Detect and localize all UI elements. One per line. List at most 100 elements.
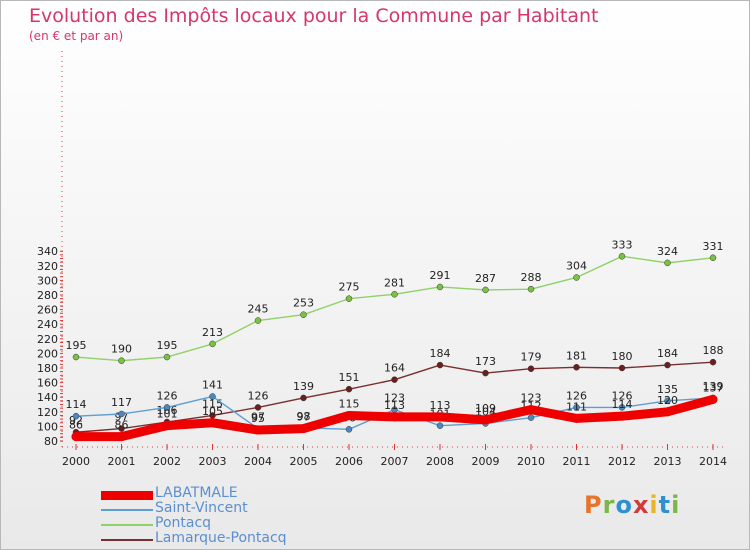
data-point-labatmale — [708, 394, 718, 404]
legend-item: Lamarque-Pontacq — [101, 530, 361, 547]
x-tick-label: 2014 — [699, 455, 727, 468]
data-label-pontacq: 190 — [111, 343, 132, 356]
data-label-saint-vincent: 98 — [297, 410, 311, 423]
data-label-lamarque-pontacq: 139 — [293, 380, 314, 393]
data-label-labatmale: 95 — [251, 412, 265, 425]
data-label-pontacq: 304 — [566, 259, 587, 272]
data-point-pontacq — [391, 291, 398, 298]
y-tick-label: 220 — [37, 333, 58, 346]
data-point-labatmale — [299, 424, 308, 434]
data-point-pontacq — [163, 353, 171, 361]
data-point-labatmale — [162, 421, 172, 431]
legend-item: LABATMALE — [101, 485, 361, 502]
y-tick-label: 260 — [37, 304, 58, 317]
y-tick-label: 200 — [37, 347, 58, 360]
data-label-labatmale: 137 — [703, 381, 724, 394]
data-point-lamarque-pontacq — [664, 361, 671, 369]
data-point-labatmale — [617, 411, 627, 421]
data-point-saint-vincent — [573, 404, 580, 411]
data-label-labatmale: 113 — [430, 399, 451, 412]
x-tick-label: 2013 — [654, 455, 682, 468]
y-tick-label: 160 — [37, 377, 58, 390]
y-tick-label: 280 — [37, 289, 58, 302]
data-point-saint-vincent — [527, 414, 535, 421]
data-label-labatmale: 101 — [157, 408, 178, 421]
x-tick-label: 2011 — [563, 455, 591, 468]
data-point-lamarque-pontacq — [254, 404, 262, 411]
data-point-lamarque-pontacq — [118, 425, 125, 432]
data-label-labatmale: 111 — [566, 400, 587, 413]
logo-letter: o — [615, 491, 633, 519]
data-point-lamarque-pontacq — [482, 369, 489, 377]
y-tick-label: 180 — [37, 362, 58, 375]
x-tick-label: 2012 — [608, 455, 636, 468]
data-label-saint-vincent: 123 — [384, 392, 405, 405]
data-point-lamarque-pontacq — [709, 358, 717, 366]
legend-swatch — [101, 524, 153, 526]
data-label-labatmale: 120 — [657, 394, 678, 407]
legend-swatch — [101, 490, 153, 500]
data-label-pontacq: 331 — [703, 240, 724, 253]
data-point-pontacq — [254, 317, 262, 324]
logo-letter: i — [671, 491, 681, 519]
legend-label: Lamarque-Pontacq — [155, 530, 287, 546]
data-point-labatmale — [71, 432, 81, 442]
data-label-lamarque-pontacq: 164 — [384, 362, 405, 375]
data-label-lamarque-pontacq: 188 — [703, 344, 724, 357]
data-label-labatmale: 123 — [521, 392, 542, 405]
legend-swatch — [101, 539, 153, 541]
x-tick-label: 2009 — [472, 455, 500, 468]
data-label-saint-vincent: 139 — [703, 380, 724, 393]
data-label-pontacq: 333 — [612, 238, 633, 251]
data-point-saint-vincent — [209, 393, 216, 400]
proxiti-logo: Proxiti — [584, 491, 680, 519]
logo-letter: r — [602, 491, 616, 519]
y-tick-label: 80 — [44, 435, 58, 448]
data-label-saint-vincent: 135 — [657, 383, 678, 396]
data-point-saint-vincent — [72, 412, 80, 420]
data-point-labatmale — [390, 412, 399, 422]
data-point-lamarque-pontacq — [436, 361, 444, 369]
data-label-pontacq: 245 — [248, 303, 269, 316]
data-label-pontacq: 275 — [339, 281, 360, 294]
data-label-lamarque-pontacq: 173 — [475, 355, 496, 368]
data-point-labatmale — [208, 418, 217, 428]
data-label-pontacq: 287 — [475, 272, 496, 285]
x-tick-label: 2006 — [335, 455, 363, 468]
data-label-lamarque-pontacq: 92 — [69, 414, 83, 427]
data-point-pontacq — [436, 283, 444, 291]
y-tick-label: 120 — [37, 406, 58, 419]
data-point-labatmale — [663, 407, 672, 417]
legend-swatch — [101, 509, 153, 511]
data-point-labatmale — [253, 425, 263, 435]
x-tick-label: 2007 — [381, 455, 409, 468]
data-label-lamarque-pontacq: 179 — [521, 351, 542, 364]
data-point-lamarque-pontacq — [391, 376, 398, 383]
data-label-pontacq: 253 — [293, 297, 314, 310]
data-label-pontacq: 281 — [384, 276, 405, 289]
data-point-pontacq — [664, 259, 671, 267]
data-label-saint-vincent: 97 — [251, 411, 265, 424]
data-label-labatmale: 115 — [339, 397, 360, 410]
x-tick-label: 2002 — [153, 455, 181, 468]
legend-item: Pontacq — [101, 515, 361, 532]
y-tick-label: 140 — [37, 391, 58, 404]
data-label-lamarque-pontacq: 184 — [430, 347, 451, 360]
data-label-saint-vincent: 126 — [566, 389, 587, 402]
data-point-labatmale — [117, 432, 126, 442]
data-point-pontacq — [527, 285, 535, 293]
data-point-lamarque-pontacq — [527, 365, 535, 372]
legend-label: Pontacq — [155, 515, 212, 531]
data-label-lamarque-pontacq: 184 — [657, 347, 678, 360]
data-point-labatmale — [344, 410, 354, 420]
data-point-labatmale — [572, 413, 581, 423]
data-label-labatmale: 86 — [69, 419, 83, 432]
data-point-labatmale — [481, 415, 490, 425]
data-label-saint-vincent: 126 — [612, 389, 633, 402]
logo-letter: i — [649, 491, 659, 519]
data-point-saint-vincent — [345, 426, 353, 433]
data-point-saint-vincent — [163, 404, 171, 411]
data-label-lamarque-pontacq: 126 — [248, 389, 269, 402]
data-label-pontacq: 195 — [66, 339, 87, 352]
